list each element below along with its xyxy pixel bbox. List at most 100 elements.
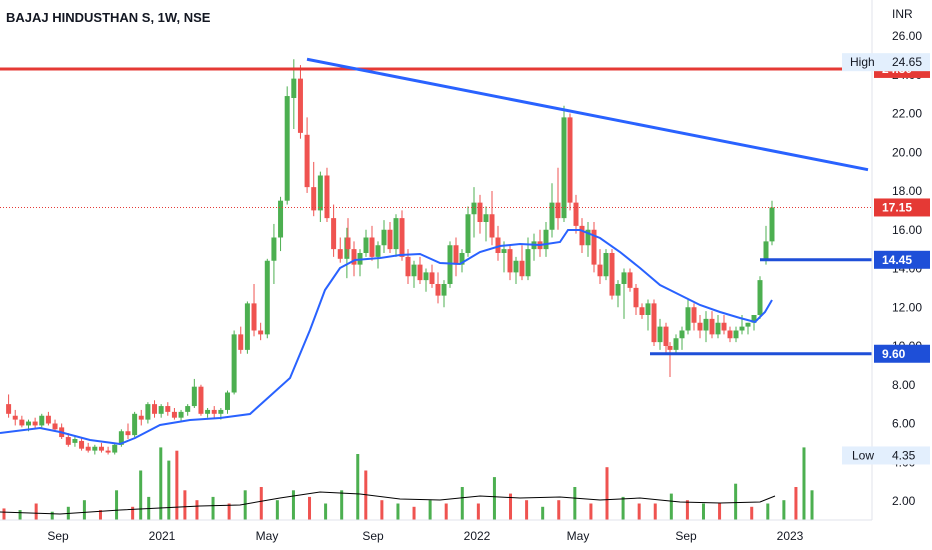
candle-body xyxy=(125,431,131,436)
volume-bar xyxy=(476,503,480,520)
volume-bar xyxy=(227,503,231,520)
volume-bar xyxy=(98,510,102,520)
volume-bar xyxy=(509,493,513,520)
candle-body xyxy=(393,218,399,250)
candle-body xyxy=(224,392,230,410)
candle-body xyxy=(697,322,703,331)
low-value: 4.35 xyxy=(892,448,916,462)
volume-bar xyxy=(159,447,163,520)
candle-body xyxy=(727,330,733,339)
candle-body xyxy=(278,200,284,238)
candle-body xyxy=(579,225,585,246)
volume-bar xyxy=(794,487,798,520)
candle-body xyxy=(519,260,525,277)
candle-body xyxy=(663,326,669,346)
candle-body xyxy=(763,241,769,261)
candle-body xyxy=(685,307,691,331)
volume-bar xyxy=(492,477,496,520)
candle-body xyxy=(72,439,78,443)
candle-body xyxy=(381,229,387,246)
low-label: Low xyxy=(852,448,874,462)
candle-body xyxy=(152,404,158,414)
candle-body xyxy=(178,411,184,418)
candle-body xyxy=(769,207,775,242)
price-tick-label: 16.00 xyxy=(892,223,922,237)
candle-body xyxy=(112,444,118,453)
candle-body xyxy=(591,229,597,265)
candle-body xyxy=(92,446,98,451)
candle-body xyxy=(703,318,709,331)
candle-body xyxy=(118,431,124,445)
currency-label: INR xyxy=(892,7,913,21)
candle-body xyxy=(304,134,310,188)
candle-body xyxy=(25,421,31,426)
candle-body xyxy=(19,419,25,426)
candle-body xyxy=(561,117,567,219)
volume-bar xyxy=(275,500,279,520)
candle-body xyxy=(477,202,483,222)
candle-body xyxy=(745,322,751,327)
candle-body xyxy=(411,264,417,277)
volume-bar xyxy=(18,510,22,520)
price-tick-label: 20.00 xyxy=(892,145,922,159)
volume-ma-line xyxy=(0,491,776,515)
candle-body xyxy=(284,96,290,201)
volume-bar xyxy=(183,490,187,520)
volume-bar xyxy=(810,490,814,520)
time-tick-label: 2022 xyxy=(464,529,491,543)
volume-bar xyxy=(669,493,673,520)
candle-body xyxy=(331,218,337,250)
candle-body xyxy=(609,253,615,296)
volume-bar xyxy=(82,500,86,520)
volume-bar xyxy=(50,511,54,520)
candle-body xyxy=(145,404,151,420)
candle-body xyxy=(627,272,633,288)
candle-body xyxy=(417,264,423,281)
candle-body xyxy=(429,272,435,284)
candle-body xyxy=(573,202,579,226)
moving-average-line xyxy=(0,229,773,446)
candle-body xyxy=(513,260,519,273)
candle-body xyxy=(85,446,91,451)
volume-bar xyxy=(734,483,738,520)
volume-bar xyxy=(557,500,561,520)
candle-body xyxy=(39,415,45,426)
time-tick-label: May xyxy=(567,529,590,543)
volume-bar xyxy=(802,447,806,520)
volume-bar xyxy=(605,467,609,520)
volume-bar xyxy=(766,503,770,520)
candle-body xyxy=(345,237,351,250)
candle-body xyxy=(645,303,651,315)
candle-body xyxy=(98,446,104,451)
candle-body xyxy=(238,334,244,350)
candle-body xyxy=(291,78,297,98)
time-tick-label: Sep xyxy=(47,529,69,543)
candle-body xyxy=(138,415,144,420)
low-label-bg xyxy=(842,446,930,465)
candle-body xyxy=(667,346,673,350)
volume-bar xyxy=(115,490,119,520)
time-tick-label: May xyxy=(256,529,279,543)
candle-body xyxy=(639,307,645,315)
candle-body xyxy=(218,409,224,414)
candle-body xyxy=(733,330,739,339)
candle-body xyxy=(324,175,330,219)
candle-body xyxy=(597,264,603,277)
volume-panel xyxy=(0,447,814,520)
volume-bar xyxy=(444,503,448,520)
candle-body xyxy=(211,409,217,414)
price-tick-label: 6.00 xyxy=(892,417,916,431)
candle-body xyxy=(311,187,317,211)
candle-body xyxy=(489,214,495,238)
support-lower-price-tag-text: 9.60 xyxy=(882,347,906,361)
candle-body xyxy=(52,423,58,430)
time-tick-label: Sep xyxy=(675,529,697,543)
time-tick-label: 2023 xyxy=(777,529,804,543)
time-tick-label: Sep xyxy=(362,529,384,543)
candle-body xyxy=(387,229,393,250)
candle-body xyxy=(633,287,639,308)
candle-body xyxy=(231,334,237,393)
candle-body xyxy=(483,214,489,222)
candle-body xyxy=(651,303,657,343)
candle-body xyxy=(251,303,257,331)
